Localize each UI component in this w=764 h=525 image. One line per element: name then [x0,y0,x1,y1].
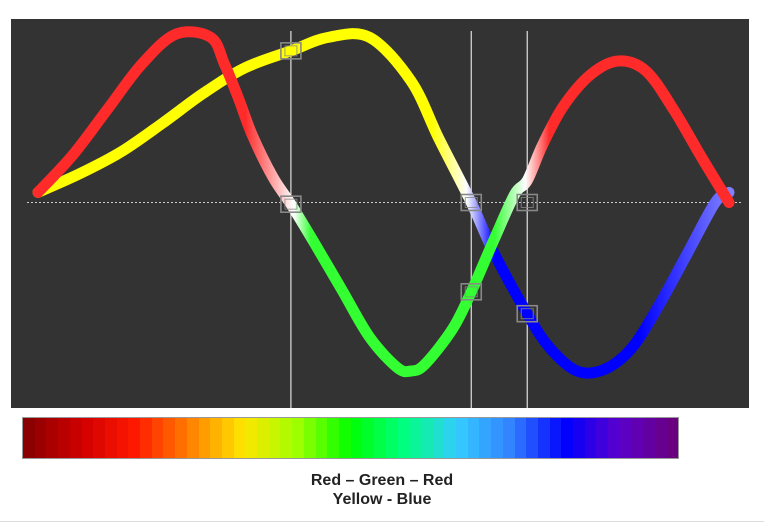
color-scale-segment [198,418,211,458]
chart-svg [27,26,741,408]
color-scale-segment [292,418,304,458]
series-red-green-red-line [32,26,735,378]
color-scale-segment [58,418,70,458]
color-scale-segment [432,418,445,458]
color-scale-segment [549,418,562,458]
color-scale-segment [491,418,503,458]
color-scale-segment [420,418,433,458]
color-scale-segment [303,418,316,458]
color-scale-segment [268,418,281,458]
cursor-lines [290,31,528,408]
color-scale-segment [608,418,620,458]
color-scale-segment [104,418,117,458]
color-scale-segment [175,418,187,458]
color-scale-bar [22,417,679,459]
cursor-marker-6[interactable] [516,304,539,323]
color-scale-segment [280,418,293,458]
color-scale-segment [409,418,421,458]
cursor-marker-4[interactable] [460,283,483,301]
color-scale-segment [561,418,574,458]
caption-red-green-red: Red – Green – Red [310,472,454,489]
color-scale-segment [619,418,632,458]
color-scale-segment [163,418,176,458]
color-scale-segment [467,418,480,458]
color-scale-segment [81,418,94,458]
color-scale-segment [221,418,234,458]
color-scale-segment [257,418,269,458]
cursor-marker-5[interactable] [516,193,539,212]
color-scale-segment [128,418,141,458]
cursor-marker-1[interactable] [280,42,302,60]
bottom-divider [0,521,764,522]
color-scale-segment [631,418,644,458]
cursor-markers [280,42,539,323]
color-scale-segment [479,418,492,458]
color-scale-segment [643,418,655,458]
color-scale-segment [93,418,105,458]
color-scale-segment [140,418,152,458]
color-scale-segment [151,418,164,458]
color-scale-segment [456,418,468,458]
color-scale-segment [573,418,585,458]
color-scale-segment [397,418,410,458]
color-scale-segment [514,418,527,458]
color-scale-segment [444,418,457,458]
color-scale-segment [186,418,199,458]
color-scale-segment [374,418,386,458]
color-scale-segment [23,418,35,458]
color-scale-segment [666,418,679,458]
color-scale-segment [245,418,258,458]
cursor-marker-2[interactable] [280,195,302,213]
color-scale-segment [526,418,538,458]
color-scale-segment [654,418,667,458]
color-scale-segment [116,418,129,458]
caption-yellow-blue: Yellow - Blue [332,491,432,508]
color-scale-segment [596,418,609,458]
color-scale-segment [362,418,375,458]
color-scale-segment [502,418,515,458]
chart-plot-area [11,19,749,408]
cursor-marker-3[interactable] [460,193,483,212]
color-scale-segment [327,418,339,458]
color-scale-segment [233,418,246,458]
color-scale-segment [385,418,398,458]
color-scale-segment [69,418,82,458]
color-scale-segment [34,418,47,458]
color-scale-segment [537,418,550,458]
series-yellow-blue-line [32,28,735,379]
color-scale-segment [315,418,328,458]
color-scale-segment [584,418,597,458]
color-scale-segment [338,418,351,458]
color-scale-segment [350,418,363,458]
color-scale-segment [210,418,222,458]
color-scale-segment [46,418,59,458]
